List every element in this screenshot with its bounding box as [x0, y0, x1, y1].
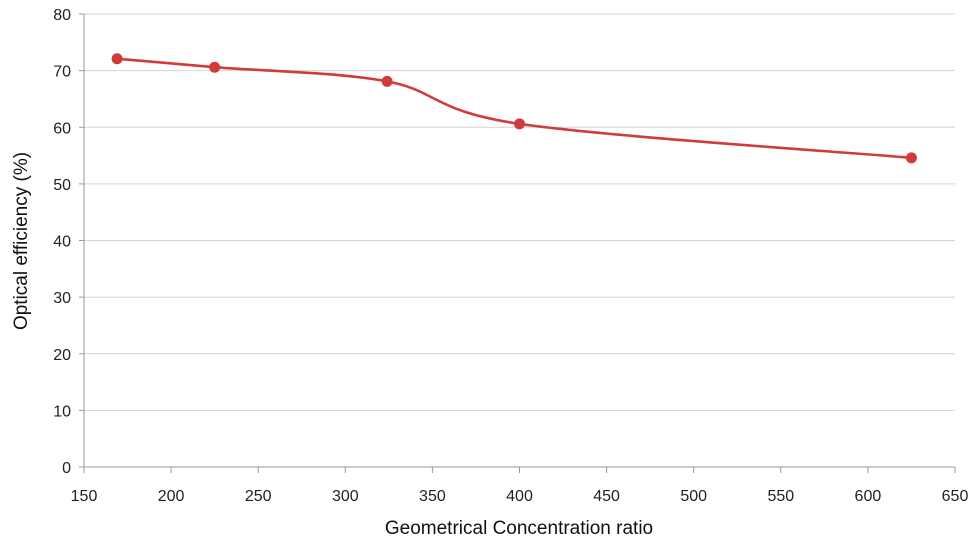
y-tick-label: 40	[53, 234, 71, 251]
x-tick-label: 650	[942, 488, 969, 505]
data-point	[514, 118, 525, 130]
x-tick-labels: 150 200 250 300 350 400 450 500 550 600 650	[71, 488, 969, 505]
data-point	[905, 152, 917, 164]
x-tick-label: 250	[245, 488, 272, 505]
series-group	[111, 53, 917, 164]
y-tick-labels: 0 10 20 30 40 50 60 70 80	[53, 7, 71, 477]
y-tick-label: 30	[53, 290, 71, 307]
data-point	[111, 53, 123, 65]
series-line-0	[116, 57, 912, 160]
x-tick-label: 350	[419, 488, 446, 505]
y-tick-label: 0	[62, 460, 71, 477]
data-point	[381, 75, 393, 87]
x-tick-label: 300	[332, 488, 359, 505]
x-tick-label: 550	[767, 488, 794, 505]
y-tick-label: 70	[53, 64, 71, 81]
x-tick-label: 200	[158, 488, 185, 505]
x-tick-label: 400	[506, 488, 533, 505]
x-tick-label: 450	[593, 488, 620, 505]
y-tick-label: 10	[53, 403, 71, 420]
y-tick-label: 80	[53, 7, 71, 24]
x-tick-label: 150	[71, 488, 98, 505]
y-tick-label: 60	[53, 120, 71, 137]
axes	[79, 13, 956, 473]
x-axis-title: Geometrical Concentration ratio	[385, 518, 653, 539]
data-point	[209, 61, 221, 73]
y-tick-label: 50	[53, 177, 71, 194]
gridlines	[84, 13, 955, 411]
x-tick-label: 600	[855, 488, 882, 505]
y-tick-label: 20	[53, 347, 71, 364]
x-tick-label: 500	[680, 488, 707, 505]
y-axis-title: Optical efficiency (%)	[11, 152, 32, 330]
